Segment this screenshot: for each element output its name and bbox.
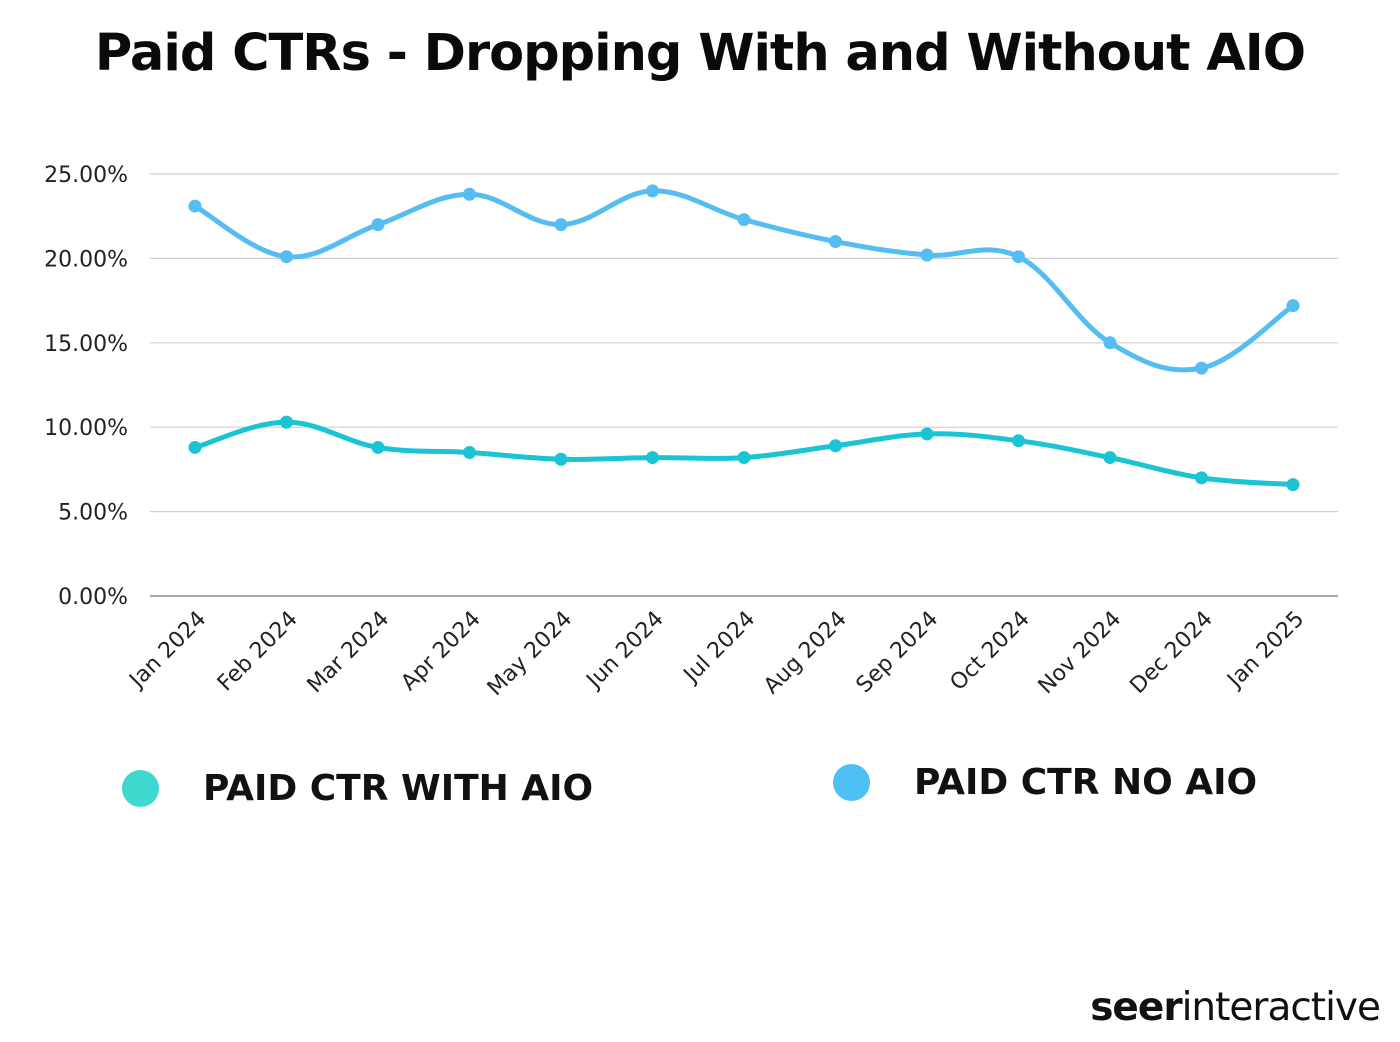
data-point[interactable] <box>188 440 202 454</box>
data-point[interactable] <box>1103 451 1117 465</box>
legend-item-with-aio[interactable]: PAID CTR WITH AIO <box>122 768 593 809</box>
brand-logo: seerinteractive <box>1090 985 1381 1030</box>
legend-label-no-aio: PAID CTR NO AIO <box>914 762 1258 803</box>
x-tick-label: Nov 2024 <box>1034 607 1127 700</box>
x-tick-label: Dec 2024 <box>1125 607 1217 699</box>
y-tick-label: 0.00% <box>58 585 128 610</box>
y-tick-label: 25.00% <box>44 163 128 188</box>
y-axis: 0.00% 5.00% 10.00% 15.00% 20.00% 25.00% <box>44 163 128 610</box>
x-tick-label: May 2024 <box>483 607 577 701</box>
chart-title: Paid CTRs - Dropping With and Without AI… <box>94 24 1306 83</box>
brand-logo-part2: interactive <box>1181 985 1381 1030</box>
legend-item-no-aio[interactable]: PAID CTR NO AIO <box>833 762 1257 803</box>
x-tick-label: Mar 2024 <box>303 607 395 699</box>
data-point[interactable] <box>463 446 476 460</box>
y-tick-label: 5.00% <box>58 501 128 526</box>
x-tick-label: Jan 2024 <box>124 607 212 695</box>
data-point[interactable] <box>1012 434 1025 448</box>
data-point[interactable] <box>646 451 659 465</box>
data-point[interactable] <box>1286 299 1300 313</box>
gridlines <box>150 173 1338 597</box>
series-lines <box>188 184 1300 492</box>
data-point[interactable] <box>463 187 476 201</box>
x-tick-label: Jun 2024 <box>581 607 669 695</box>
data-point[interactable] <box>188 199 202 213</box>
legend-marker-with-aio <box>122 770 159 807</box>
data-point[interactable] <box>371 440 385 454</box>
data-point[interactable] <box>371 218 385 232</box>
y-tick-label: 15.00% <box>44 332 128 357</box>
x-tick-label: Sep 2024 <box>852 607 944 699</box>
x-tick-label: Jan 2025 <box>1222 607 1310 695</box>
data-point[interactable] <box>737 213 751 227</box>
legend-marker-no-aio <box>833 764 870 801</box>
data-point[interactable] <box>1195 361 1208 375</box>
x-tick-label: Feb 2024 <box>213 607 303 697</box>
data-point[interactable] <box>737 451 751 465</box>
data-point[interactable] <box>1195 471 1208 485</box>
y-tick-label: 20.00% <box>44 247 128 272</box>
legend-label-with-aio: PAID CTR WITH AIO <box>203 768 594 809</box>
data-point[interactable] <box>280 250 293 264</box>
data-point[interactable] <box>1012 250 1025 264</box>
x-tick-label: Oct 2024 <box>946 607 1035 696</box>
x-tick-label: Apr 2024 <box>397 607 486 696</box>
data-point[interactable] <box>280 415 293 429</box>
x-tick-label: Aug 2024 <box>759 607 852 700</box>
data-point[interactable] <box>554 452 568 466</box>
data-point[interactable] <box>554 218 568 232</box>
x-tick-label: Jul 2024 <box>678 607 760 689</box>
data-point[interactable] <box>1103 336 1117 350</box>
data-point[interactable] <box>920 248 934 262</box>
data-point[interactable] <box>829 235 842 249</box>
data-point[interactable] <box>646 184 659 198</box>
line-chart: 0.00% 5.00% 10.00% 15.00% 20.00% 25.00% Jan 2… <box>44 163 1338 701</box>
y-tick-label: 10.00% <box>44 416 128 441</box>
data-point[interactable] <box>829 439 842 453</box>
data-point[interactable] <box>1286 478 1300 492</box>
data-point[interactable] <box>920 427 934 441</box>
brand-logo-part1: seer <box>1090 985 1182 1030</box>
